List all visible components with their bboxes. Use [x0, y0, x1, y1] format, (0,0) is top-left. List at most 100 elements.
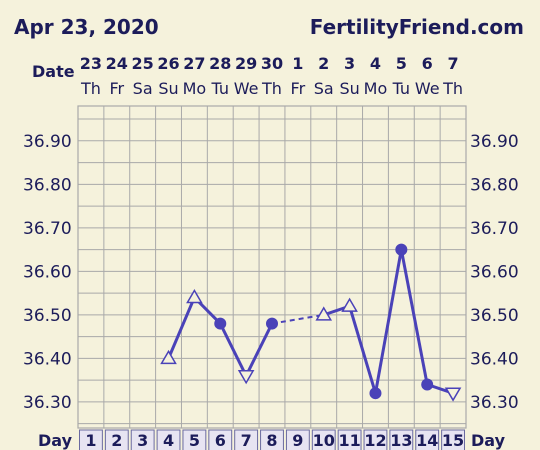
- weekday-label: Fr: [291, 79, 306, 98]
- y-tick-label-right: 36.60: [470, 262, 519, 282]
- cycle-day-cell: [415, 429, 440, 450]
- weekday-label: We: [234, 79, 259, 98]
- cycle-day-cell: [441, 429, 465, 450]
- cycle-day-cell: [285, 429, 310, 450]
- cycle-day-label: 11: [338, 431, 360, 450]
- weekday-label: Su: [339, 79, 359, 98]
- chart-date-header: Apr 23, 2020: [14, 15, 159, 39]
- data-point-circle: [395, 243, 408, 256]
- series-segment: [218, 322, 248, 377]
- weekday-label: Sa: [133, 79, 153, 98]
- weekday-label: Mo: [364, 79, 388, 98]
- cycle-day-label: 3: [137, 431, 148, 450]
- chart-grid: [77, 105, 467, 429]
- series-segment: [348, 305, 377, 394]
- data-point-circle: [369, 387, 382, 400]
- date-header-columns: 23Th24Fr25Sa26Su27Mo28Tu29We30Th1Fr2Sa3S…: [80, 54, 463, 98]
- date-label: 28: [209, 54, 231, 73]
- cycle-day-cell: [363, 429, 388, 450]
- date-label: 26: [157, 54, 179, 73]
- cycle-day-cell: [337, 429, 362, 450]
- data-point-triangle-up: [341, 297, 358, 312]
- data-point-triangle-down: [237, 370, 255, 385]
- date-label: 3: [344, 54, 355, 73]
- cycle-day-cell: [234, 429, 259, 450]
- y-tick-label-right: 36.80: [470, 175, 519, 195]
- cycle-day-label: 5: [189, 431, 200, 450]
- day-row-label-left: Day: [38, 431, 73, 450]
- cycle-day-label: 4: [163, 431, 174, 450]
- day-row-label-right: Day: [471, 431, 506, 450]
- date-row-label: Date: [32, 62, 75, 81]
- y-tick-label-right: 36.90: [470, 132, 519, 152]
- date-label: 1: [292, 54, 303, 73]
- cycle-day-cell: [104, 429, 129, 450]
- data-point-triangle-up: [186, 288, 203, 304]
- y-tick-label-right: 36.30: [470, 393, 519, 413]
- date-label: 29: [235, 54, 257, 73]
- weekday-label: Th: [261, 79, 282, 98]
- data-point-circle: [266, 317, 278, 330]
- y-tick-label-right: 36.50: [470, 306, 519, 326]
- date-label: 24: [106, 54, 128, 73]
- date-label: 7: [447, 54, 458, 73]
- data-point-triangle-up: [315, 306, 333, 321]
- cycle-day-cell: [156, 429, 181, 450]
- cycle-day-strip: 1 2 3 4 5 6 7 8 9 10 11 12 13 14 15: [79, 429, 465, 450]
- cycle-day-label: 12: [364, 431, 386, 450]
- series-segment: [244, 322, 274, 377]
- data-point-triangle-up: [160, 349, 177, 365]
- cycle-day-cell: [130, 429, 155, 450]
- y-tick-label-right: 36.40: [470, 349, 519, 369]
- cycle-day-label: 1: [85, 431, 96, 450]
- date-label: 6: [422, 54, 433, 73]
- date-label: 5: [396, 54, 407, 73]
- plot-area: [77, 105, 467, 429]
- weekday-label: Su: [158, 79, 178, 98]
- date-label: 4: [370, 54, 381, 73]
- series-segment: [167, 296, 196, 359]
- cycle-day-cell: [182, 429, 207, 450]
- weekday-label: Fr: [109, 79, 124, 98]
- cycle-day-cell: [311, 429, 336, 450]
- site-name: FertilityFriend.com: [310, 15, 524, 39]
- cycle-day-cell: [389, 429, 414, 450]
- y-tick-label-right: 36.70: [470, 219, 519, 239]
- y-tick-label-left: 36.90: [23, 132, 72, 152]
- cycle-day-label: 14: [416, 431, 438, 450]
- cycle-day-cell: [208, 429, 233, 450]
- temperature-series: [160, 243, 462, 402]
- cycle-day-label: 10: [313, 431, 335, 450]
- cycle-day-cell: [260, 429, 284, 450]
- data-point-circle: [214, 317, 227, 330]
- date-label: 25: [132, 54, 154, 73]
- series-segment: [373, 249, 403, 394]
- cycle-day-label: 15: [442, 431, 464, 450]
- y-tick-label-left: 36.40: [23, 349, 72, 369]
- date-label: 23: [80, 54, 102, 73]
- weekday-label: We: [415, 79, 440, 98]
- y-tick-label-left: 36.50: [23, 306, 72, 326]
- y-tick-label-left: 36.80: [23, 175, 72, 195]
- weekday-label: Sa: [314, 79, 334, 98]
- y-tick-label-left: 36.30: [23, 393, 72, 413]
- cycle-day-cell: [79, 429, 103, 450]
- temperature-axis: 36.30 36.30 36.40 36.40 36.50 36.50 36.60 36.60…: [23, 132, 519, 413]
- cycle-day-label: 9: [292, 431, 303, 450]
- y-tick-label-left: 36.60: [23, 262, 72, 282]
- weekday-label: Tu: [392, 79, 410, 98]
- weekday-label: Th: [80, 79, 101, 98]
- y-tick-label-left: 36.70: [23, 219, 72, 239]
- cycle-day-label: 8: [266, 431, 277, 450]
- cycle-day-label: 7: [241, 431, 252, 450]
- dashed-series-segment: [271, 313, 324, 325]
- data-point-triangle-down: [444, 387, 462, 402]
- cycle-day-label: 6: [215, 431, 226, 450]
- cycle-day-label: 2: [111, 431, 122, 450]
- date-label: 27: [183, 54, 205, 73]
- weekday-label: Mo: [183, 79, 207, 98]
- weekday-label: Tu: [211, 79, 229, 98]
- data-point-circle: [421, 378, 434, 391]
- cycle-day-label: 13: [390, 431, 412, 450]
- series-segment: [399, 249, 429, 385]
